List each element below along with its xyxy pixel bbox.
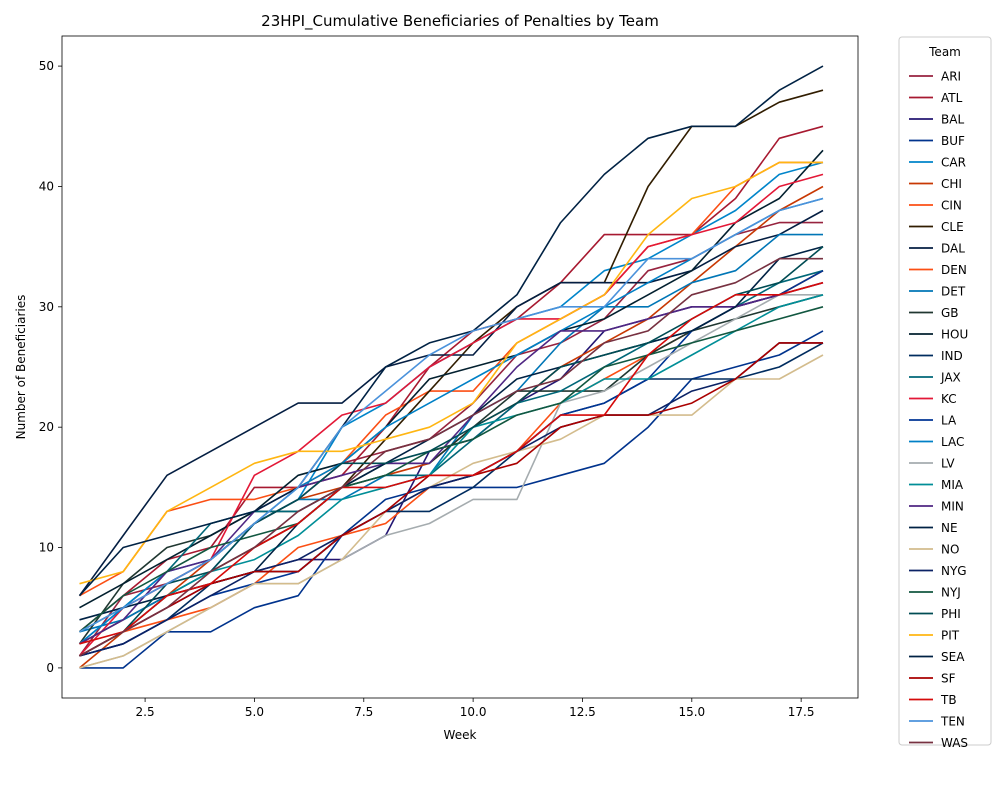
legend-box: [898, 36, 992, 746]
legend-label-was: WAS: [941, 736, 968, 750]
x-tick-label: 17.5: [788, 705, 815, 719]
x-axis: 2.5 5.0 7.5 10.0 12.5 15.0 17.5: [136, 698, 815, 719]
legend-label-cin: CIN: [941, 199, 962, 213]
series-line-car: [78, 161, 824, 645]
series-line-sea: [78, 65, 824, 597]
series-line-nyj: [78, 306, 824, 633]
legend-label-phi: PHI: [941, 607, 961, 621]
x-tick-label: 7.5: [354, 705, 373, 719]
series-line-la: [79, 269, 824, 657]
legend-label-tb: TB: [940, 693, 957, 707]
legend-label-lv: LV: [941, 457, 955, 471]
legend-label-sf: SF: [941, 672, 956, 686]
series-line-ten: [79, 197, 824, 633]
series-line-den: [79, 269, 824, 657]
y-tick-label: 50: [39, 59, 54, 73]
legend-label-nyg: NYG: [941, 564, 967, 578]
legend-label-kc: KC: [941, 392, 957, 406]
legend-label-car: CAR: [941, 156, 966, 170]
series-line-bal: [79, 269, 824, 657]
series-line-was: [79, 257, 823, 657]
legend-label-sea: SEA: [941, 650, 965, 664]
legend-label-atl: ATL: [941, 91, 963, 105]
y-axis-label: Number of Beneficiaries: [14, 295, 28, 440]
y-tick-label: 10: [39, 541, 54, 555]
legend: Team ARI ATL BAL BUF CAR CHI CIN CLE DAL DEN DET GB…: [898, 36, 992, 750]
x-tick-label: 5.0: [245, 705, 264, 719]
chart-title: 23HPI_Cumulative Beneficiaries of Penalt…: [261, 12, 659, 31]
x-tick-label: 10.0: [460, 705, 487, 719]
series-line-nyg: [79, 342, 823, 657]
legend-title: Team: [928, 45, 961, 59]
legend-label-cle: CLE: [941, 220, 964, 234]
series-line-tb: [79, 281, 824, 645]
y-tick-label: 30: [39, 300, 54, 314]
legend-label-gb: GB: [941, 306, 959, 320]
series-line-det: [79, 233, 823, 633]
y-axis: 0 10 20 30 40 50: [39, 59, 62, 675]
series-line-dal: [78, 209, 824, 597]
legend-label-det: DET: [941, 285, 966, 299]
legend-label-mia: MIA: [941, 478, 964, 492]
series-line-mia: [79, 294, 824, 657]
legend-label-no: NO: [941, 543, 959, 557]
x-tick-label: 15.0: [678, 705, 705, 719]
y-tick-label: 0: [46, 661, 54, 675]
series-line-ind: [79, 342, 824, 657]
plot-lines: [78, 65, 824, 669]
legend-items: ARI ATL BAL BUF CAR CHI CIN CLE DAL DEN DET GB HOU IN…: [909, 70, 968, 750]
series-line-hou: [79, 149, 824, 609]
x-tick-label: 2.5: [136, 705, 155, 719]
legend-label-den: DEN: [941, 263, 967, 277]
legend-label-hou: HOU: [941, 328, 968, 342]
legend-label-ne: NE: [941, 521, 958, 535]
series-line-atl: [78, 125, 824, 633]
legend-label-lac: LAC: [941, 435, 964, 449]
series-line-pit: [79, 161, 823, 585]
series-line-buf: [79, 330, 824, 669]
legend-label-ind: IND: [941, 349, 963, 363]
legend-label-dal: DAL: [941, 242, 965, 256]
x-axis-label: Week: [444, 728, 477, 742]
legend-label-ten: TEN: [940, 715, 965, 729]
legend-label-min: MIN: [941, 500, 964, 514]
legend-label-bal: BAL: [941, 113, 964, 127]
series-line-gb: [78, 294, 824, 645]
y-tick-label: 40: [39, 179, 54, 193]
legend-label-la: LA: [941, 414, 957, 428]
legend-label-pit: PIT: [941, 629, 960, 643]
series-line-cle: [79, 89, 824, 645]
legend-label-buf: BUF: [941, 134, 965, 148]
legend-label-nyj: NYJ: [941, 586, 961, 600]
legend-label-jax: JAX: [940, 371, 961, 385]
series-line-ne: [79, 245, 824, 621]
y-tick-label: 20: [39, 420, 54, 434]
x-tick-label: 12.5: [569, 705, 596, 719]
plot-frame: [61, 35, 859, 699]
legend-label-ari: ARI: [941, 70, 961, 84]
legend-label-chi: CHI: [941, 177, 962, 191]
